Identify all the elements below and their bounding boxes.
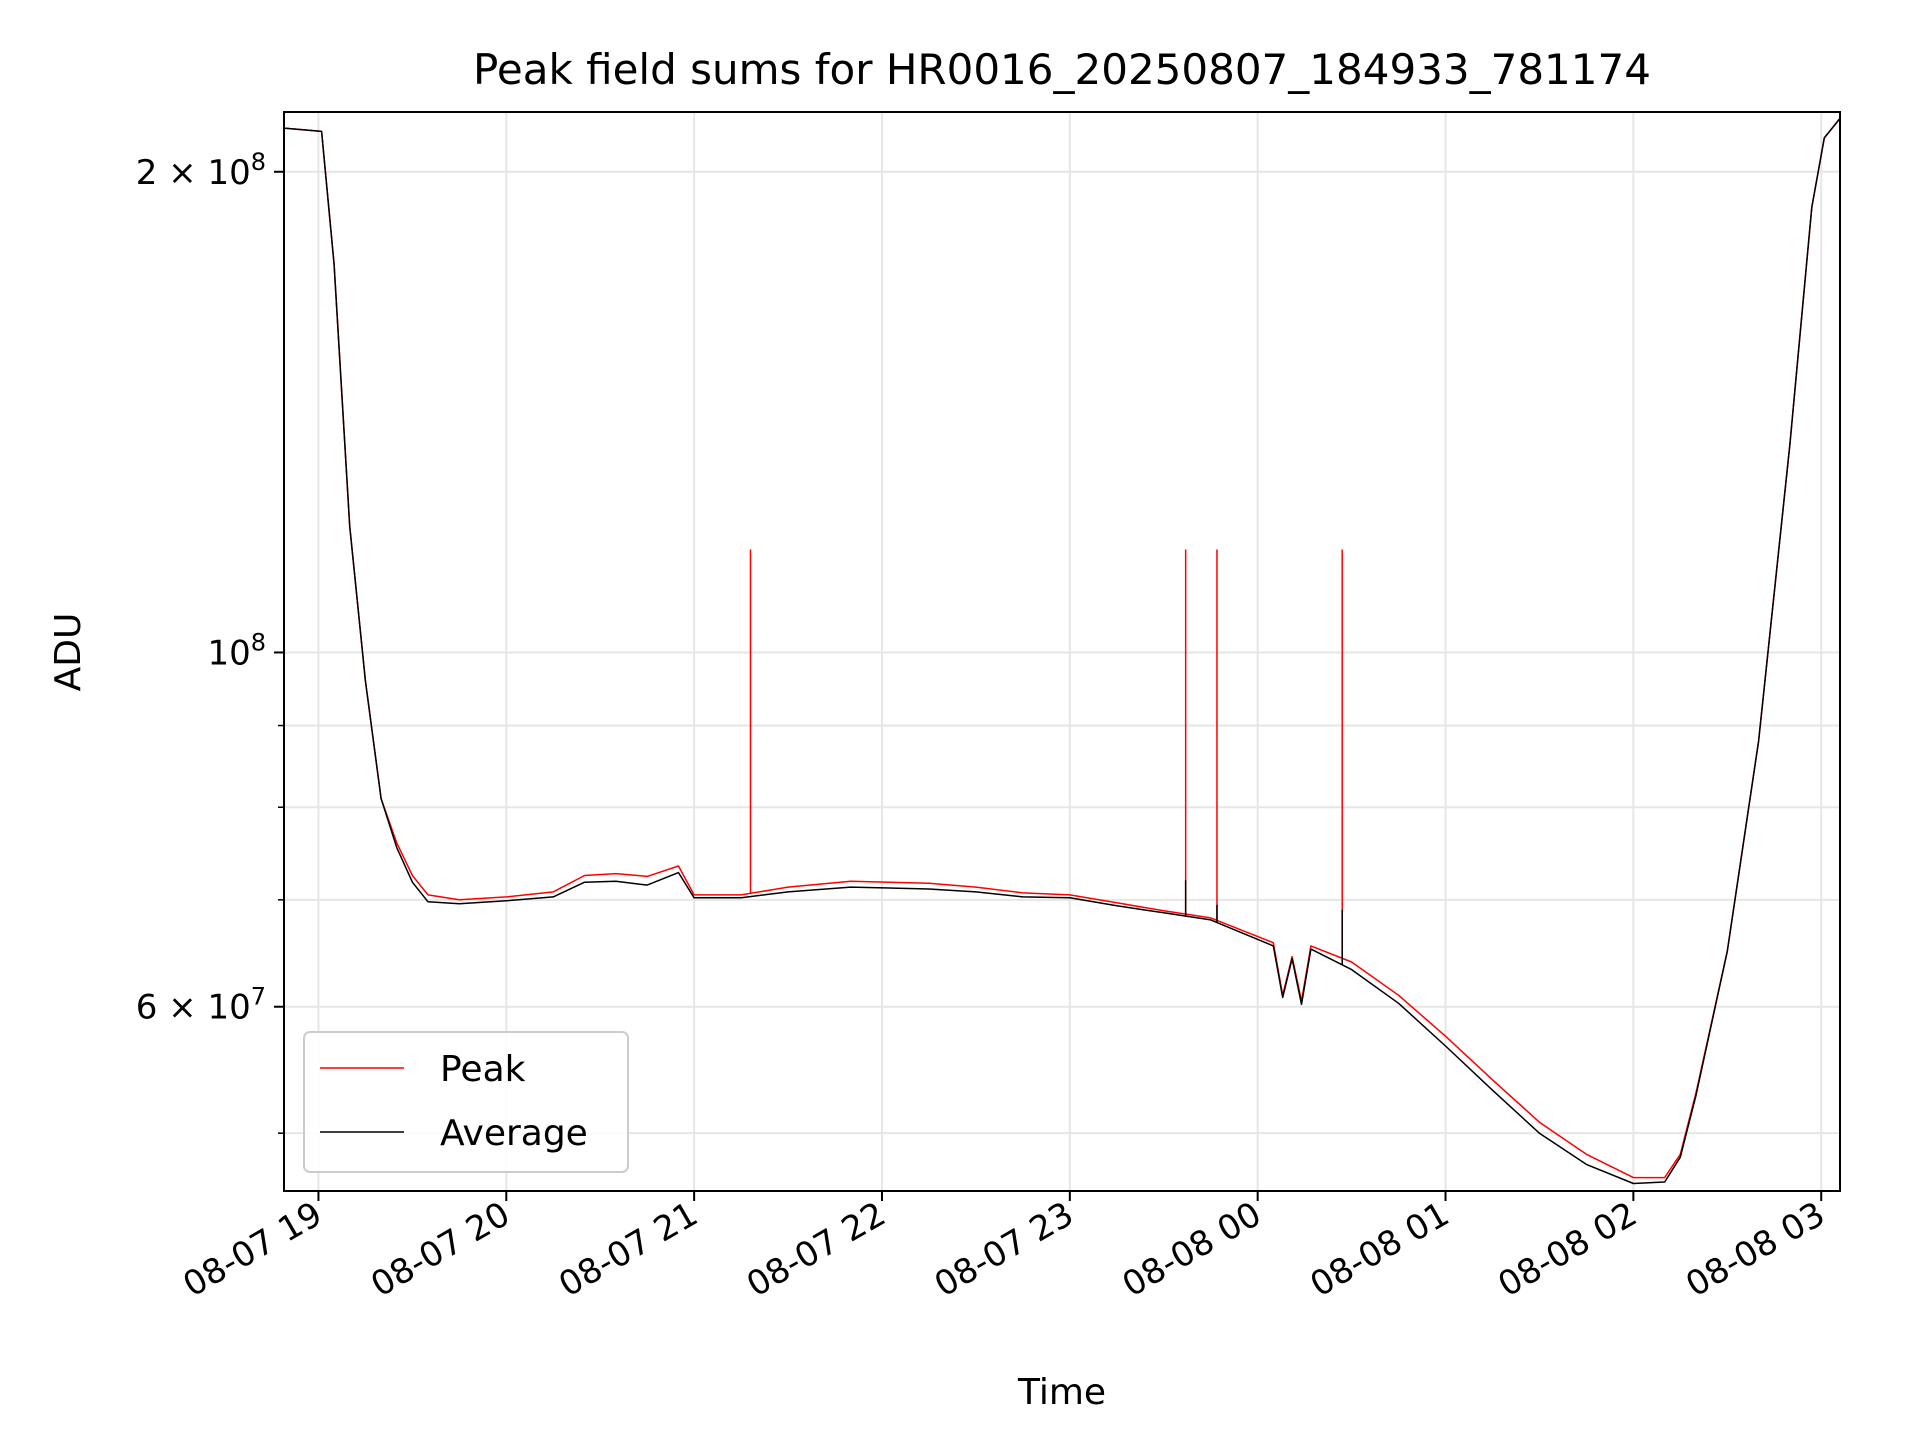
y-axis-label: ADU [48,613,89,692]
legend-average-label: Average [440,1113,588,1154]
legend-peak-label: Peak [440,1049,526,1090]
series-group [283,117,1841,1185]
legend: Peak Average [303,1031,629,1173]
chart-title: Peak field sums for HR0016_20250807_1849… [473,45,1651,94]
y-tick-label: 6 × 107 [136,983,266,1028]
grid [284,112,1840,1191]
series-line-peak [283,117,1841,1179]
legend-box [303,1031,629,1173]
y-tick-label: 2 × 108 [136,148,266,193]
series-line-average [283,117,1841,1185]
x-axis-label: Time [1017,1372,1106,1413]
